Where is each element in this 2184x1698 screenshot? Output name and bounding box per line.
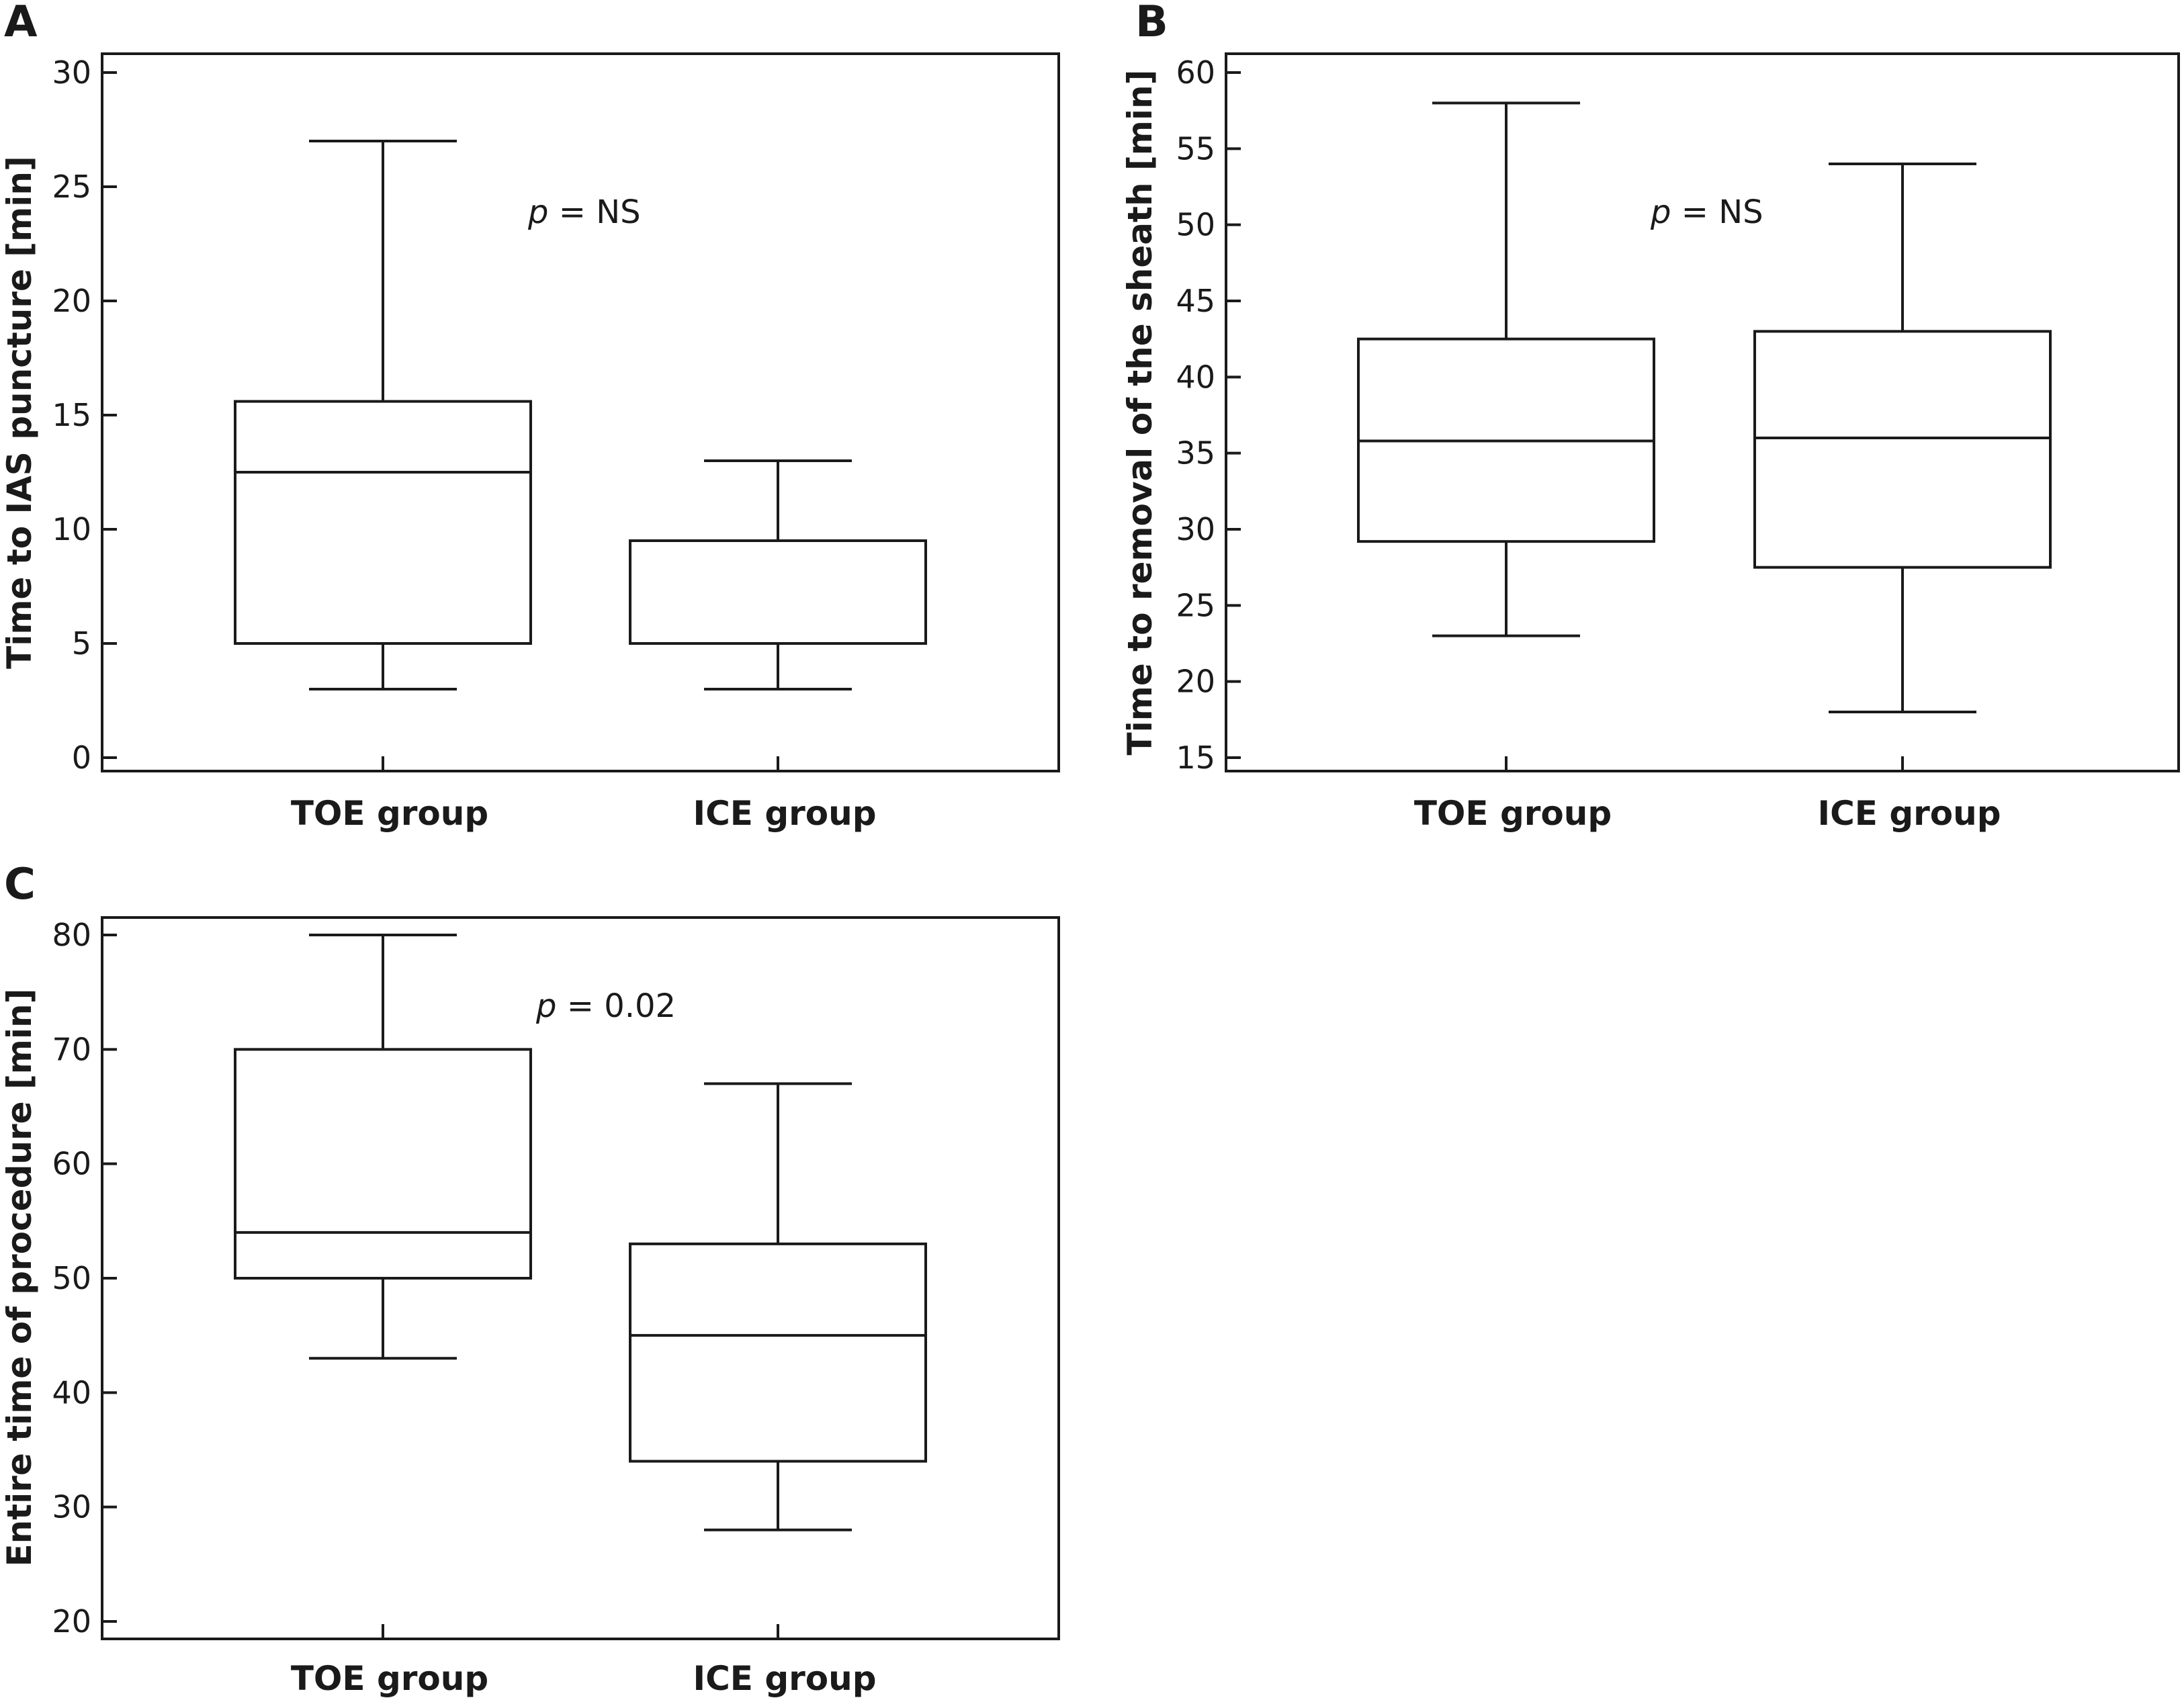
category-labels: TOE group ICE group xyxy=(291,756,877,833)
p-symbol: p xyxy=(527,193,548,231)
y-tick-label: 25 xyxy=(52,169,91,205)
p-value-text: = NS xyxy=(548,193,640,231)
y-tick-label: 80 xyxy=(52,917,91,953)
panel-a: A Time to IAS puncture [min] 0 5 10 15 20 25 3… xyxy=(0,0,1060,833)
y-tick-label: 30 xyxy=(52,54,91,91)
box-series xyxy=(234,140,927,690)
y-tick-label: 50 xyxy=(1176,207,1215,243)
category-label: TOE group xyxy=(291,1659,488,1698)
y-axis-ticks: 20 30 40 50 60 70 80 xyxy=(52,917,117,1640)
p-value-text: = 0.02 xyxy=(556,987,676,1025)
y-tick-label: 40 xyxy=(52,1374,91,1411)
p-value-annotation: p = NS xyxy=(527,193,641,231)
box-toe xyxy=(234,140,532,690)
category-label: ICE group xyxy=(693,1659,876,1698)
y-tick-label: 70 xyxy=(52,1031,91,1067)
y-axis-title: Time to removal of the sheath [min] xyxy=(1121,70,1160,756)
category-label: TOE group xyxy=(1414,794,1612,833)
panel-b: B Time to removal of the sheath [min] 15… xyxy=(1121,0,2180,833)
y-axis-title: Entire time of procedure [min] xyxy=(0,989,39,1567)
p-value-annotation: p = 0.02 xyxy=(535,987,676,1025)
y-tick-label: 15 xyxy=(52,397,91,433)
y-tick-label: 55 xyxy=(1176,130,1215,167)
iqr-box xyxy=(234,400,532,645)
box-series xyxy=(1357,101,2052,713)
panel-letter-a: A xyxy=(4,0,38,47)
panel-letter-c: C xyxy=(4,860,36,909)
p-value-annotation: p = NS xyxy=(1650,193,1763,231)
box-ice xyxy=(1753,163,2052,713)
p-symbol: p xyxy=(1650,193,1671,231)
category-label: ICE group xyxy=(693,794,876,833)
y-tick-label: 45 xyxy=(1176,283,1215,319)
panel-letter-b: B xyxy=(1135,0,1168,47)
box-toe xyxy=(1357,101,1655,637)
y-tick-label: 25 xyxy=(1176,587,1215,623)
box-series xyxy=(234,934,927,1531)
plot-frame xyxy=(1225,52,2180,772)
p-symbol: p xyxy=(535,987,556,1025)
y-tick-label: 60 xyxy=(52,1146,91,1182)
iqr-box xyxy=(1753,330,2052,569)
iqr-box xyxy=(629,1242,927,1463)
panel-c: C Entire time of procedure [min] 20 30 40 5… xyxy=(0,860,1060,1698)
box-ice xyxy=(629,459,927,690)
p-value-text: = NS xyxy=(1671,193,1763,231)
box-toe xyxy=(234,934,532,1360)
y-tick-label: 0 xyxy=(72,740,91,776)
y-tick-label: 35 xyxy=(1176,435,1215,472)
y-tick-label: 15 xyxy=(1176,740,1215,776)
y-tick-label: 5 xyxy=(72,625,91,662)
category-label: ICE group xyxy=(1817,794,2001,833)
y-axis-ticks: 15 20 25 30 35 40 45 50 55 60 xyxy=(1176,54,1241,776)
plot-frame xyxy=(101,52,1060,772)
category-labels: TOE group ICE group xyxy=(1414,756,2001,833)
y-tick-label: 50 xyxy=(52,1260,91,1296)
iqr-box xyxy=(234,1048,532,1280)
y-tick-label: 20 xyxy=(52,1603,91,1640)
y-tick-label: 30 xyxy=(1176,511,1215,547)
y-tick-label: 30 xyxy=(52,1489,91,1525)
category-labels: TOE group ICE group xyxy=(291,1624,877,1698)
y-tick-label: 40 xyxy=(1176,359,1215,395)
y-tick-label: 10 xyxy=(52,511,91,547)
iqr-box xyxy=(629,539,927,645)
y-tick-label: 20 xyxy=(52,283,91,319)
y-axis-title: Time to IAS puncture [min] xyxy=(0,156,39,669)
y-tick-label: 20 xyxy=(1176,664,1215,700)
box-ice xyxy=(629,1082,927,1531)
category-label: TOE group xyxy=(291,794,488,833)
y-axis-ticks: 0 5 10 15 20 25 30 xyxy=(52,54,117,776)
y-tick-label: 60 xyxy=(1176,54,1215,91)
